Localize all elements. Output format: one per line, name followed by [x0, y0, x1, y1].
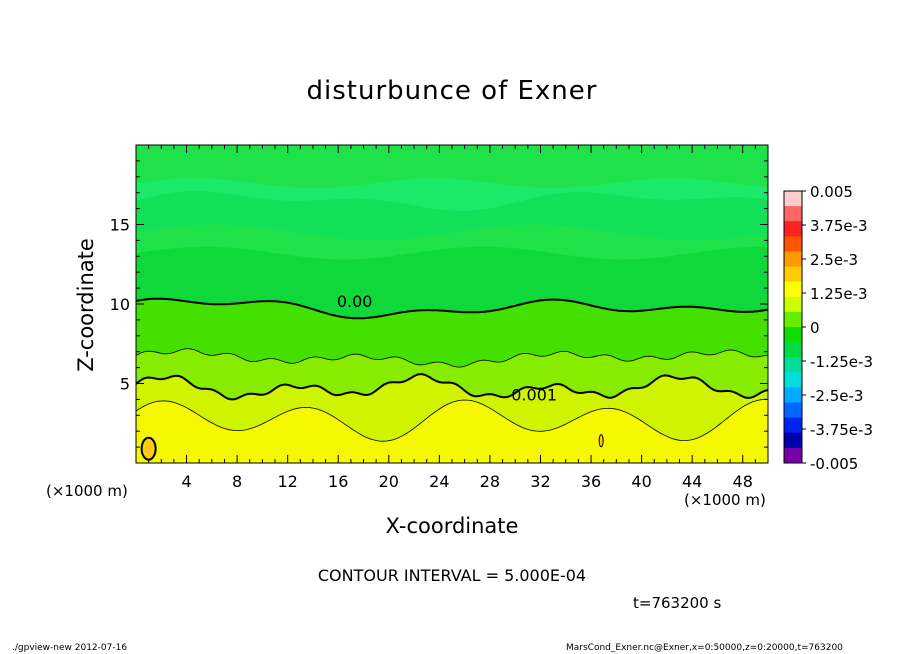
- colorbar-swatch: [784, 417, 802, 434]
- x-tick-label: 48: [733, 472, 753, 491]
- x-unit-label-right: (×1000 m): [684, 491, 766, 509]
- colorbar-label: 0: [810, 319, 820, 337]
- colorbar-swatch: [784, 251, 802, 268]
- x-tick-label: 24: [429, 472, 449, 491]
- x-axis-label: X-coordinate: [385, 514, 519, 538]
- colorbar-swatch: [784, 311, 802, 328]
- contour-5e-4: [136, 348, 768, 368]
- contour-cell-right: [598, 434, 604, 448]
- colorbar-swatch: [784, 206, 802, 222]
- x-tick-label: 40: [631, 472, 651, 491]
- y-tick-label: 5: [120, 375, 130, 394]
- contour-1e-3: [136, 373, 768, 401]
- colorbar-swatch: [784, 266, 802, 283]
- colorbar-label: 2.5e-3: [810, 251, 858, 269]
- y-tick-label: 10: [110, 295, 130, 314]
- colorbar-label: -3.75e-3: [810, 421, 873, 439]
- colorbar-label: -0.005: [810, 455, 858, 473]
- chart-title: disturbunce of Exner: [306, 76, 598, 106]
- colorbar-swatch: [784, 327, 802, 343]
- footer-left: ./gpview-new 2012-07-16: [12, 643, 128, 653]
- x-tick-label: 20: [379, 472, 399, 491]
- colorbar-label: -2.5e-3: [810, 387, 863, 405]
- colorbar-swatch: [784, 432, 802, 449]
- band-1-5e-3: [136, 399, 768, 463]
- contour-cell-left: [140, 436, 157, 461]
- colorbar-swatch: [784, 236, 802, 252]
- time-label: t=763200 s: [633, 594, 722, 612]
- footer-right: MarsCond_Exner.nc@Exner,x=0:50000,z=0:20…: [566, 643, 843, 653]
- colorbar-swatch: [784, 281, 802, 298]
- contour-label: 0.001: [511, 386, 557, 405]
- contour-interval-label: CONTOUR INTERVAL = 5.000E-04: [317, 566, 587, 585]
- x-tick-label: 8: [232, 472, 242, 491]
- colorbar-swatch: [784, 357, 802, 373]
- contour-label: 0.00: [337, 292, 373, 311]
- x-tick-label: 28: [480, 472, 500, 491]
- colorbar-swatch: [784, 402, 802, 419]
- x-tick-label: 36: [581, 472, 601, 491]
- colorbar-label: -1.25e-3: [810, 353, 873, 371]
- colorbar-swatch: [784, 372, 802, 388]
- x-tick-label: 32: [530, 472, 550, 491]
- colorbar-swatch: [784, 387, 802, 404]
- colorbar-swatch: [784, 221, 802, 237]
- colorbar-swatch: [784, 191, 802, 207]
- band-zero: [136, 246, 768, 319]
- colorbar-swatch: [784, 447, 802, 464]
- band-0-5e-4: [136, 298, 768, 368]
- contour-1-5e-3: [136, 398, 768, 442]
- x-tick-label: 16: [328, 472, 348, 491]
- band-negative-2: [136, 178, 768, 211]
- x-tick-label: 4: [181, 472, 191, 491]
- y-tick-label: 15: [110, 216, 130, 235]
- band-1-25e-3: [136, 374, 768, 442]
- contour-0: [136, 297, 768, 320]
- x-tick-label: 44: [682, 472, 702, 491]
- y-axis-label: Z-coordinate: [74, 238, 98, 372]
- x-unit-label-left: (×1000 m): [46, 482, 128, 500]
- colorbar-label: 3.75e-3: [810, 217, 868, 235]
- x-tick-label: 12: [278, 472, 298, 491]
- colorbar-swatch: [784, 296, 802, 313]
- band-negative-1: [136, 191, 768, 241]
- colorbar-swatch: [784, 342, 802, 358]
- colorbar-label: 1.25e-3: [810, 285, 868, 303]
- colorbar-label: 0.005: [810, 183, 853, 201]
